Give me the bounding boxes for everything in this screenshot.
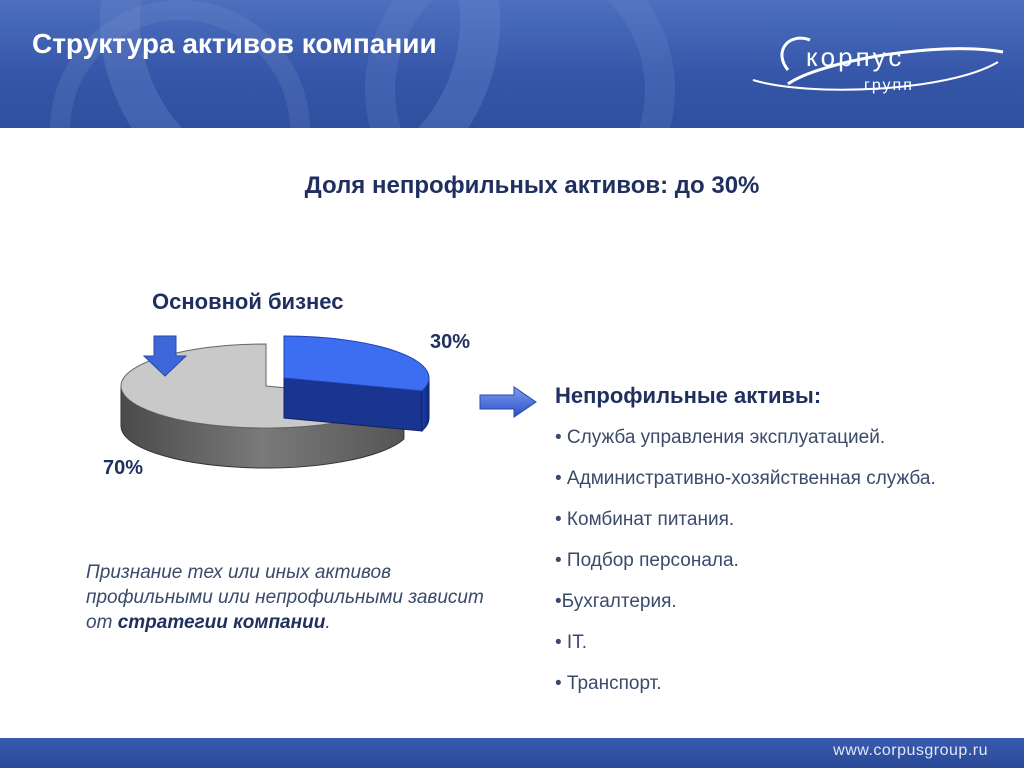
noncore-item: • Административно-хозяйственная служба. — [555, 468, 936, 489]
noncore-item: •Бухгалтерия. — [555, 591, 677, 612]
header-decoration — [50, 0, 675, 128]
pct-noncore-label: 30% — [430, 331, 471, 353]
chart-subtitle: Доля непрофильных активов: до 30% — [304, 172, 760, 199]
company-logo: корпус групп — [752, 36, 1004, 94]
pie-slice-noncore — [283, 335, 430, 392]
noncore-list: • Служба управления эксплуатацией. • Адми… — [555, 426, 975, 713]
footer-bar: www.corpusgroup.ru — [0, 738, 1024, 768]
core-business-label: Основной бизнес — [152, 289, 344, 314]
down-arrow-icon — [142, 335, 188, 377]
note-text-2: . — [325, 612, 331, 633]
noncore-item: • Служба управления эксплуатацией. — [555, 427, 886, 448]
right-arrow-icon — [479, 386, 537, 418]
header-banner: Структура активов компании корпус групп — [0, 0, 1024, 128]
note-bold: стратегии компании — [117, 612, 326, 633]
noncore-item: • Комбинат питания. — [555, 509, 735, 530]
page-title: Структура активов компании — [32, 28, 437, 59]
logo-text-main: корпус — [806, 42, 904, 72]
strategy-note: Признание тех или иных активов профильны… — [86, 560, 506, 635]
noncore-item: • Подбор персонала. — [555, 550, 739, 571]
footer-url: www.corpusgroup.ru — [833, 742, 988, 759]
note-text-1: Признание тех или иных активов профильны… — [86, 562, 484, 633]
noncore-item: • IT. — [555, 632, 587, 653]
noncore-item: • Транспорт. — [555, 673, 662, 694]
noncore-heading: Непрофильные активы: — [555, 383, 822, 408]
logo-text-sub: групп — [864, 77, 914, 94]
pct-core-label: 70% — [103, 457, 144, 479]
pie-chart — [120, 335, 430, 469]
